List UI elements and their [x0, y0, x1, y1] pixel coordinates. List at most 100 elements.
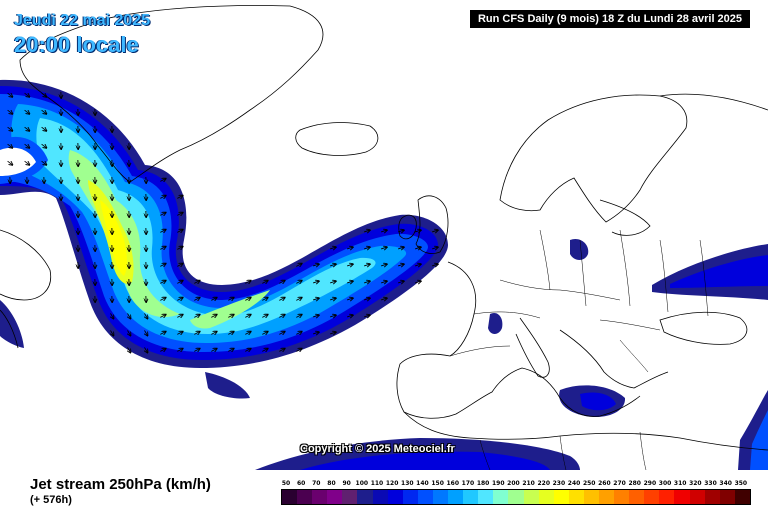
wind-arrow	[111, 313, 114, 318]
wind-arrow	[145, 347, 148, 352]
wind-arrow	[330, 315, 336, 317]
wind-arrow	[7, 143, 13, 148]
wind-arrow	[262, 281, 267, 284]
coastline-black-sea	[659, 311, 748, 345]
scale-tick-label: 230	[552, 480, 566, 487]
wind-arrow	[432, 264, 438, 266]
wind-arrow	[432, 230, 438, 232]
wind-arrow	[364, 281, 370, 283]
scale-tick-label: 290	[643, 480, 657, 487]
coastline-greenland	[19, 5, 324, 183]
scale-tick-label: 120	[385, 480, 399, 487]
wind-arrow	[347, 281, 353, 283]
wind-arrow	[330, 247, 336, 249]
wind-arrow	[41, 160, 47, 165]
scale-swatch	[553, 490, 569, 504]
wind-arrow	[381, 298, 387, 300]
wind-arrow	[24, 160, 30, 165]
scale-swatch	[689, 490, 705, 504]
jet-band-left-edge	[0, 300, 24, 348]
wind-arrow	[160, 247, 165, 250]
scale-swatch	[568, 490, 584, 504]
scale-swatch	[644, 490, 660, 504]
wind-arrow	[381, 230, 387, 232]
jet-stream-map: Jeudi 22 mai 2025 20:00 locale Run CFS D…	[0, 5, 768, 470]
wind-arrow	[398, 281, 404, 283]
scale-swatch	[297, 490, 313, 504]
wind-arrow	[279, 298, 284, 301]
scale-tick-label: 190	[491, 480, 505, 487]
wind-arrow	[160, 315, 165, 318]
wind-arrow	[398, 230, 404, 232]
scale-swatch	[387, 490, 403, 504]
wind-arrow	[296, 264, 301, 267]
wind-arrow	[7, 109, 13, 114]
wind-arrow	[194, 315, 199, 318]
wind-arrow	[347, 315, 353, 317]
scale-swatch	[432, 490, 449, 504]
scale-swatch	[493, 490, 509, 504]
wind-arrow	[7, 126, 13, 131]
wind-arrow	[194, 298, 199, 301]
jet-band-france	[488, 312, 503, 334]
wind-arrow	[128, 330, 131, 335]
scale-tick-label: 310	[673, 480, 687, 487]
scale-swatch	[629, 490, 645, 504]
wind-arrow	[245, 315, 250, 318]
coastline-iceland	[295, 122, 379, 156]
wind-arrow	[128, 313, 131, 318]
scale-tick-label: 160	[446, 480, 460, 487]
scale-swatch	[417, 490, 433, 504]
wind-arrow	[279, 315, 284, 318]
wind-arrow	[245, 349, 250, 352]
scale-swatch	[719, 490, 735, 504]
wind-arrow	[398, 264, 404, 266]
wind-arrow	[364, 315, 370, 317]
wind-arrow	[330, 332, 336, 334]
wind-arrow	[296, 315, 301, 318]
wind-arrow	[245, 281, 250, 284]
scale-swatch	[614, 490, 630, 504]
wind-arrow	[177, 298, 182, 301]
wind-arrow	[313, 298, 319, 300]
wind-arrow	[381, 281, 387, 283]
scale-tick-label: 260	[598, 480, 611, 487]
scale-tick-label: 60	[296, 480, 306, 487]
wind-arrow	[262, 315, 267, 318]
scale-tick-label: 250	[582, 480, 596, 487]
scale-tick-label: 130	[401, 480, 414, 487]
wind-arrows	[7, 91, 438, 353]
scale-swatch	[523, 490, 539, 504]
wind-arrow	[245, 332, 250, 335]
wind-arrow	[313, 264, 319, 266]
wind-arrow	[313, 315, 319, 317]
scale-tick-label: 200	[507, 480, 520, 487]
scale-swatch	[342, 490, 358, 504]
jet-stream-contours	[0, 79, 768, 470]
wind-arrow	[364, 247, 370, 249]
scale-tick-label: 80	[327, 480, 336, 487]
wind-arrow	[296, 281, 301, 284]
scale-tick-label: 70	[312, 480, 321, 487]
wind-arrow	[177, 213, 182, 216]
scale-swatch	[478, 490, 494, 504]
wind-arrow	[398, 247, 404, 249]
wind-arrow	[41, 126, 47, 131]
wind-arrow	[24, 143, 30, 148]
wind-arrow	[364, 230, 370, 232]
scale-swatch	[282, 490, 298, 504]
wind-arrow	[128, 347, 131, 352]
wind-arrow	[160, 213, 165, 216]
scale-tick-label: 100	[355, 480, 369, 487]
parameter-label: Jet stream 250hPa (km/h)	[30, 476, 211, 493]
wind-arrow	[279, 349, 284, 352]
wind-arrow	[228, 298, 233, 301]
scale-swatch	[312, 490, 328, 504]
wind-arrow	[313, 281, 319, 283]
wind-arrow	[160, 281, 165, 284]
scale-tick-label: 210	[522, 480, 535, 487]
jet-band-atlantic-south	[205, 372, 250, 399]
wind-arrow	[364, 298, 370, 300]
wind-arrow	[347, 264, 353, 266]
scale-swatch	[372, 490, 388, 504]
